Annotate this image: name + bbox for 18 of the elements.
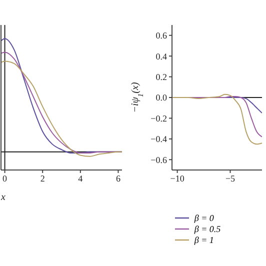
line-series (172, 94, 262, 145)
y-tick-label: 0.2 (156, 72, 167, 82)
x-axis-title: x (0, 192, 6, 203)
x-tick-label: 4 (78, 173, 84, 184)
y-tick-label: 0.0 (156, 92, 168, 103)
y-tick-label: −0.6 (150, 154, 168, 165)
x-tick-label: −10 (170, 173, 185, 184)
legend-label: β = 0.5 (194, 224, 221, 234)
legend-label: β = 0 (194, 212, 214, 222)
x-tick-label: 0 (2, 173, 8, 184)
y-tick-label: 0.6 (156, 30, 168, 41)
x-tick-label: −5 (225, 173, 236, 184)
y-tick-label: 0.4 (156, 51, 168, 62)
y-tick-label: −0.2 (150, 113, 167, 124)
legend-label: β = 1 (194, 234, 214, 244)
x-tick-label: 2 (40, 173, 45, 184)
y-tick-label: −0.4 (150, 134, 168, 144)
x-tick-label: 6 (116, 173, 121, 184)
